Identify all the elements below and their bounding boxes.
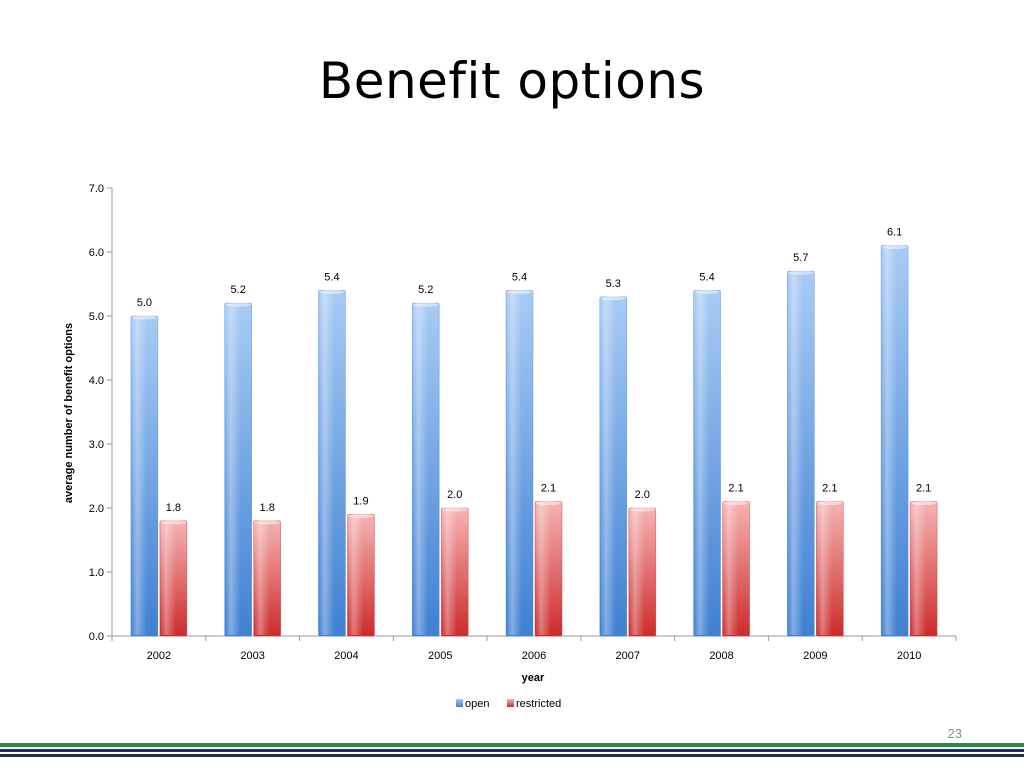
bar-open-cap: [882, 245, 908, 250]
legend-label-restricted: restricted: [516, 698, 561, 710]
bar-open-cap: [694, 289, 720, 294]
x-tick-label: 2008: [709, 650, 733, 662]
data-label: 6.1: [887, 227, 902, 239]
bars: [130, 245, 938, 637]
legend-label-open: open: [465, 698, 489, 710]
data-label: 2.1: [916, 483, 931, 495]
bar-restricted-gloss: [536, 502, 551, 635]
data-label: 5.0: [137, 297, 152, 309]
slide-title: Benefit options: [318, 52, 706, 110]
bar-open-gloss: [225, 304, 241, 635]
data-label: 5.4: [512, 271, 527, 283]
data-label: 2.1: [728, 483, 743, 495]
footer-stripe-white-2: [0, 752, 1024, 754]
y-tick-label: 6.0: [89, 247, 104, 259]
bar-restricted-cap: [817, 501, 843, 506]
x-tick-label: 2004: [334, 650, 358, 662]
bar-open-gloss: [882, 246, 897, 635]
bar-open-cap: [507, 289, 532, 294]
bar-restricted-cap: [160, 520, 186, 525]
x-tick-label: 2003: [240, 650, 264, 662]
data-label: 5.2: [231, 284, 246, 296]
labels: 0.0 1.0 2.0 3.0 4.0 5.0 6.0 7.0 5.0 1.8 2002 5.2 1.8…: [89, 183, 932, 662]
data-label: 5.3: [606, 278, 621, 290]
bar-restricted-gloss: [348, 515, 364, 635]
x-tick-label: 2007: [616, 650, 640, 662]
bar-open-cap: [600, 296, 626, 301]
x-tick-label: 2009: [803, 650, 827, 662]
data-label: 2.0: [635, 489, 650, 501]
data-label: 5.2: [418, 284, 433, 296]
slide-number: 23: [947, 726, 962, 741]
bar-open-cap: [319, 289, 345, 294]
bar-restricted-cap: [911, 501, 937, 506]
bar-open-cap: [225, 302, 251, 307]
footer-stripe-navy-2: [0, 754, 1024, 757]
x-tick-label: 2006: [522, 650, 546, 662]
bar-open-gloss: [788, 272, 804, 635]
bar-open-gloss: [694, 291, 710, 635]
data-label: 2.1: [822, 483, 837, 495]
legend-swatch-restricted: [507, 699, 514, 707]
bar-open-gloss: [413, 304, 429, 635]
bar-open-gloss: [319, 291, 335, 635]
bar-restricted-cap: [348, 513, 374, 518]
y-tick-label: 0.0: [89, 631, 104, 643]
y-tick-label: 5.0: [89, 311, 104, 323]
bar-restricted-cap: [629, 507, 655, 512]
bar-restricted-gloss: [911, 502, 926, 635]
bar-restricted-cap: [442, 507, 468, 512]
bar-restricted-cap: [723, 501, 749, 506]
y-tick-label: 7.0: [89, 183, 104, 195]
data-label: 1.8: [260, 502, 275, 514]
bar-restricted-cap: [254, 520, 280, 525]
bar-open-cap: [131, 315, 157, 320]
axes: [107, 187, 957, 641]
bar-open-cap: [413, 302, 439, 307]
bar-restricted-gloss: [254, 521, 270, 635]
bar-restricted-gloss: [442, 509, 458, 635]
y-axis-title: average number of benefit options: [63, 323, 75, 503]
x-tick-label: 2005: [428, 650, 452, 662]
y-tick-label: 1.0: [89, 567, 104, 579]
legend: open restricted: [456, 698, 561, 710]
y-tick-label: 3.0: [89, 439, 104, 451]
bar-restricted-gloss: [629, 509, 645, 635]
bar-open-gloss: [600, 297, 616, 635]
data-label: 2.1: [541, 483, 556, 495]
y-tick-label: 4.0: [89, 375, 104, 387]
bar-restricted-gloss: [160, 521, 176, 635]
data-label: 1.8: [166, 502, 181, 514]
data-label: 2.0: [447, 489, 462, 501]
x-tick-label: 2002: [147, 650, 171, 662]
bar-restricted-cap: [536, 501, 561, 506]
data-label: 5.4: [699, 271, 714, 283]
footer-stripe-green: [0, 743, 1024, 747]
legend-swatch-open: [456, 699, 463, 707]
bar-open-cap: [788, 270, 814, 275]
bar-restricted-gloss: [817, 502, 833, 635]
data-label: 5.4: [324, 271, 339, 283]
x-tick-label: 2010: [897, 650, 921, 662]
y-tick-label: 2.0: [89, 503, 104, 515]
data-label: 5.7: [793, 252, 808, 264]
bar-open-gloss: [131, 317, 147, 635]
data-label: 1.9: [353, 495, 368, 507]
footer-stripe-navy: [0, 749, 1024, 752]
footer-stripe-white: [0, 747, 1024, 749]
bar-restricted-gloss: [723, 502, 739, 635]
x-axis-title: year: [522, 672, 545, 684]
bar-open-gloss: [507, 291, 522, 635]
